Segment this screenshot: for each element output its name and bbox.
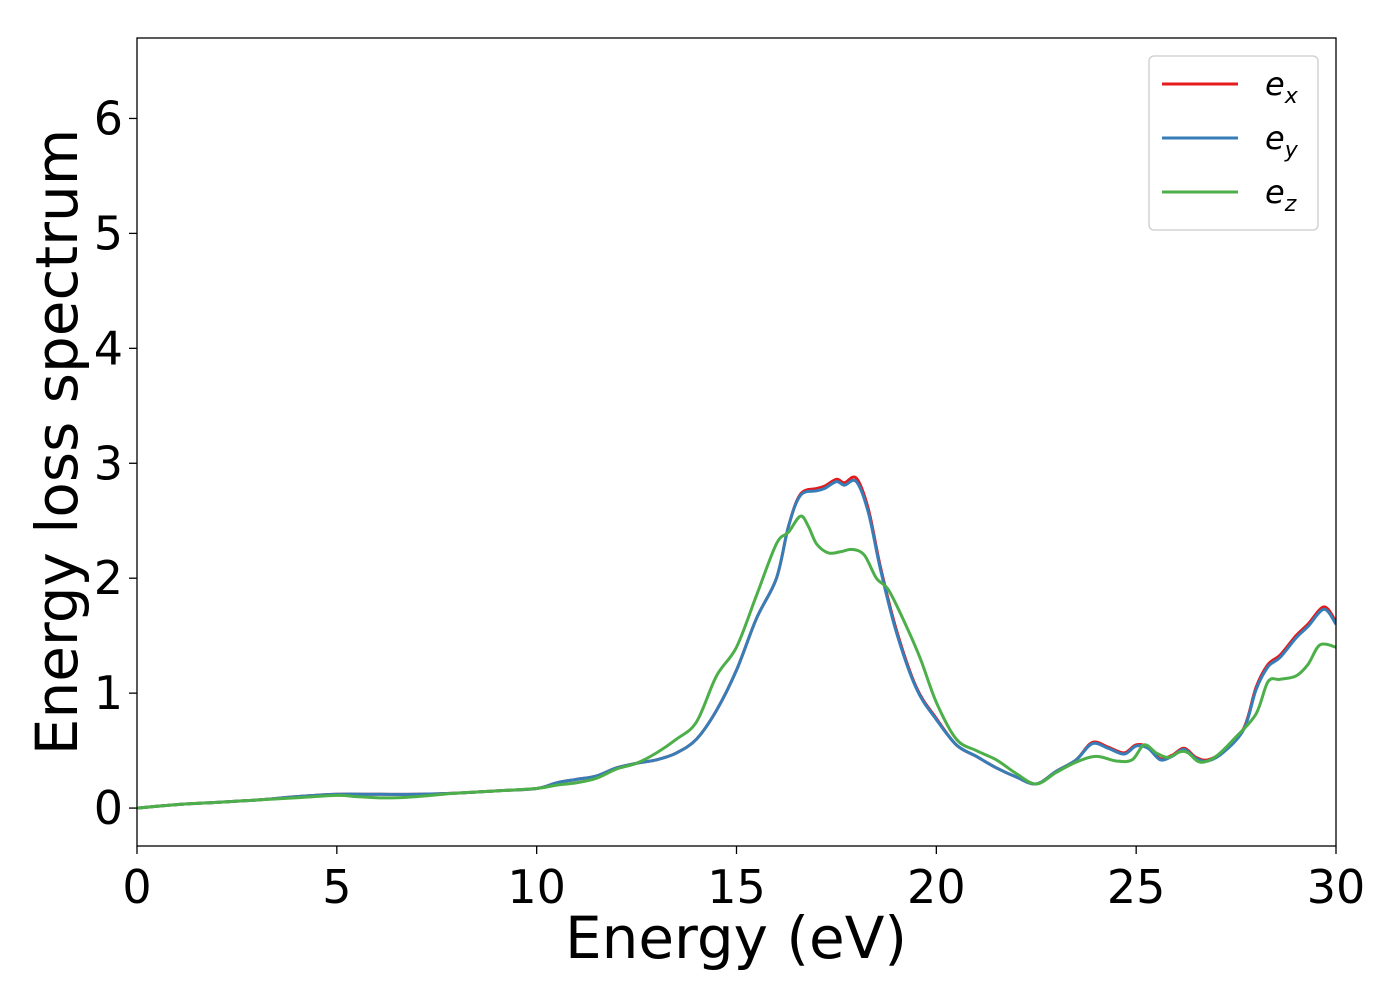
legend-label-ex: ex (1265, 65, 1299, 109)
x-tick-label: 25 (1107, 860, 1166, 914)
y-tick-label: 6 (94, 91, 123, 145)
x-tick-label: 0 (122, 860, 151, 914)
y-tick-label: 2 (94, 551, 123, 605)
series-line-ez (137, 514, 1336, 810)
y-tick-label: 0 (94, 781, 123, 835)
x-tick-label: 20 (907, 860, 966, 914)
y-axis-label: Energy loss spectrum (23, 129, 91, 755)
y-tick-label: 4 (94, 321, 123, 375)
y-axis-ticks: 0 1 2 3 4 5 6 (94, 91, 137, 835)
legend-label-ey: ey (1265, 119, 1299, 163)
x-tick-label: 15 (707, 860, 766, 914)
y-tick-label: 3 (94, 436, 123, 490)
series-layer (137, 475, 1336, 810)
legend-box (1148, 55, 1319, 231)
legend-label-ez: ez (1265, 173, 1297, 217)
x-tick-label: 5 (322, 860, 351, 914)
y-tick-label: 5 (94, 206, 123, 260)
x-tick-label: 30 (1307, 860, 1366, 914)
y-tick-label: 1 (94, 666, 123, 720)
x-axis-label: Energy (eV) (565, 904, 907, 972)
x-tick-label: 10 (507, 860, 566, 914)
legend: ex ey ez (1148, 55, 1319, 231)
x-axis-ticks: 0 5 10 15 20 25 30 (122, 846, 1365, 914)
